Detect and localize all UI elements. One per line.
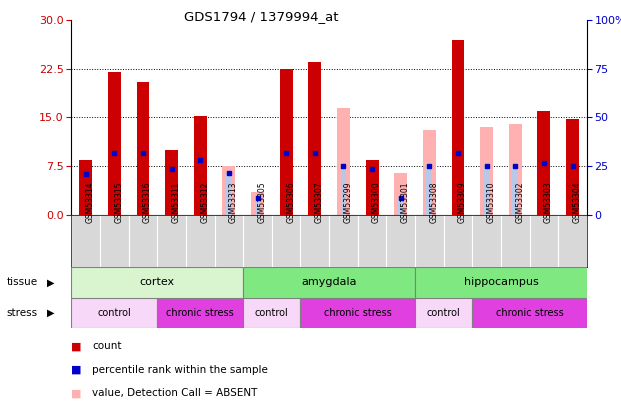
Bar (366, 160, 379, 215)
Text: GSM53313: GSM53313 (229, 181, 238, 223)
Bar (108, 72, 121, 215)
Text: count: count (92, 341, 122, 351)
Text: chronic stress: chronic stress (496, 308, 563, 318)
Bar (279, 69, 292, 215)
Bar (398, 198, 404, 215)
Text: GSM53309: GSM53309 (458, 181, 467, 223)
Bar (415, 267, 587, 298)
Bar (243, 298, 301, 328)
Bar (394, 173, 407, 215)
Text: GSM53300: GSM53300 (372, 181, 381, 223)
Text: GSM53302: GSM53302 (515, 181, 524, 223)
Text: GSM53311: GSM53311 (171, 181, 181, 223)
Text: GSM53315: GSM53315 (114, 181, 124, 223)
Bar (243, 267, 415, 298)
Text: GSM53312: GSM53312 (200, 181, 209, 223)
Text: ■: ■ (71, 341, 82, 351)
Bar (71, 267, 243, 298)
Text: GSM53301: GSM53301 (401, 181, 410, 223)
Text: ■: ■ (71, 365, 82, 375)
Text: GSM53307: GSM53307 (315, 181, 324, 223)
Text: control: control (427, 308, 461, 318)
Bar (165, 150, 178, 215)
Bar (566, 119, 579, 215)
Text: hippocampus: hippocampus (463, 277, 538, 288)
Bar (79, 160, 92, 215)
Bar (337, 108, 350, 215)
Text: control: control (255, 308, 289, 318)
Bar (340, 166, 347, 215)
Text: control: control (97, 308, 131, 318)
Bar (71, 298, 157, 328)
Text: chronic stress: chronic stress (166, 308, 234, 318)
Bar (473, 298, 587, 328)
Text: percentile rank within the sample: percentile rank within the sample (92, 365, 268, 375)
Bar (226, 173, 232, 215)
Text: ▶: ▶ (47, 277, 55, 288)
Bar (255, 198, 260, 215)
Bar (222, 166, 235, 215)
Text: cortex: cortex (140, 277, 175, 288)
Text: GDS1794 / 1379994_at: GDS1794 / 1379994_at (184, 10, 338, 23)
Bar (137, 82, 150, 215)
Bar (480, 127, 493, 215)
Text: GSM53303: GSM53303 (544, 181, 553, 223)
Text: ■: ■ (71, 388, 82, 398)
Text: amygdala: amygdala (301, 277, 357, 288)
Bar (537, 111, 550, 215)
Bar (509, 124, 522, 215)
Text: stress: stress (6, 308, 37, 318)
Text: GSM53314: GSM53314 (86, 181, 95, 223)
Bar (309, 62, 321, 215)
Bar (157, 298, 243, 328)
Text: GSM53310: GSM53310 (487, 181, 496, 223)
Bar (484, 166, 489, 215)
Text: GSM53305: GSM53305 (258, 181, 266, 223)
Text: tissue: tissue (6, 277, 37, 288)
Text: GSM53306: GSM53306 (286, 181, 295, 223)
Bar (451, 40, 465, 215)
Text: value, Detection Call = ABSENT: value, Detection Call = ABSENT (92, 388, 257, 398)
Text: GSM53299: GSM53299 (343, 181, 353, 223)
Bar (415, 298, 473, 328)
Text: chronic stress: chronic stress (324, 308, 392, 318)
Bar (423, 130, 436, 215)
Bar (251, 192, 264, 215)
Bar (194, 116, 207, 215)
Bar (301, 298, 415, 328)
Text: GSM53304: GSM53304 (573, 181, 581, 223)
Text: GSM53316: GSM53316 (143, 181, 152, 223)
Bar (512, 166, 518, 215)
Text: ▶: ▶ (47, 308, 55, 318)
Text: GSM53308: GSM53308 (429, 181, 438, 223)
Bar (427, 166, 432, 215)
